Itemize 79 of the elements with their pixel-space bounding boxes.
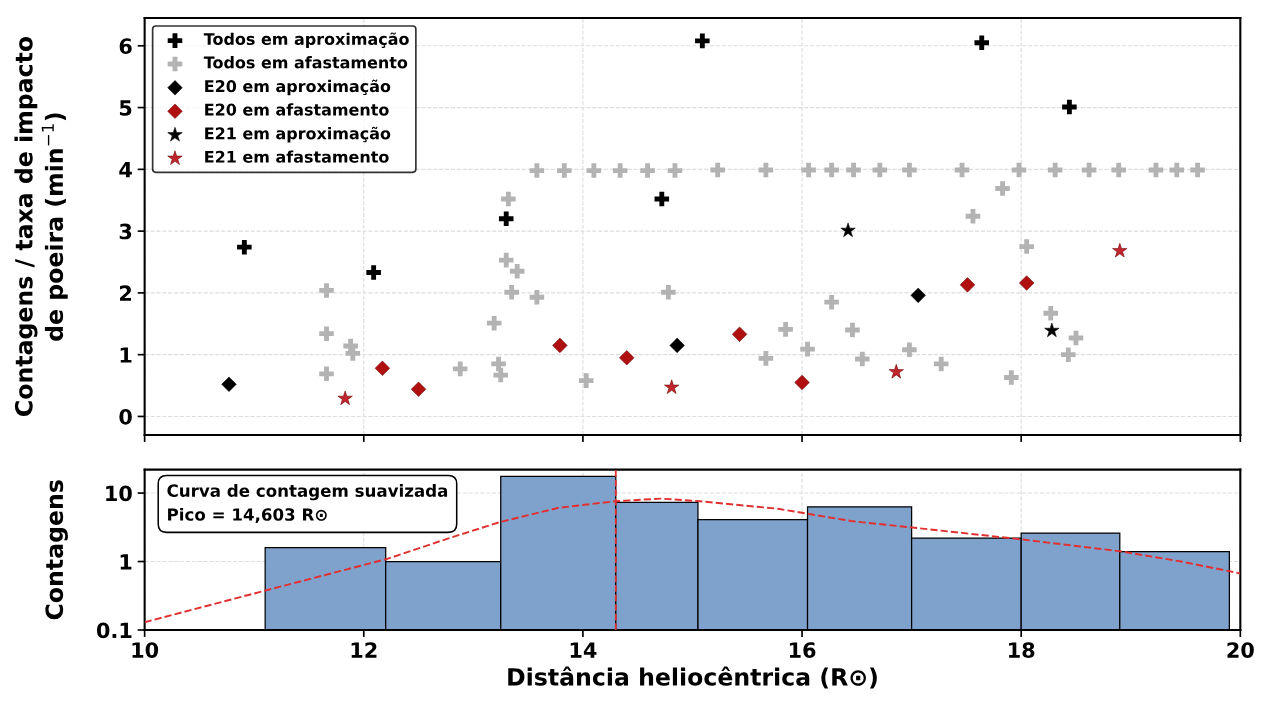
legend-label: E20 em aproximação	[205, 79, 391, 96]
x-tick-label: 18	[1009, 642, 1035, 658]
point	[855, 351, 870, 367]
x-tick-label: 20	[1227, 642, 1254, 658]
point	[529, 163, 545, 178]
point	[319, 283, 334, 298]
x-tick-label: 10	[132, 642, 159, 658]
point	[366, 265, 381, 280]
point	[654, 191, 670, 207]
point	[319, 366, 334, 382]
y-tick-label: 2	[119, 285, 132, 301]
point	[586, 163, 602, 178]
point	[1169, 162, 1185, 178]
point	[493, 367, 509, 383]
point	[498, 211, 514, 227]
point	[902, 162, 917, 178]
point	[758, 162, 774, 178]
point	[800, 341, 815, 357]
point	[995, 181, 1010, 196]
y-tick-label: 6	[119, 38, 132, 55]
legend-label: E21 em afastamento	[205, 150, 389, 163]
point	[902, 342, 917, 358]
point	[237, 239, 252, 255]
point	[529, 289, 545, 305]
point	[486, 315, 502, 331]
annotation: Curva de contagem suavizada Pico = 14,603 R⊙	[167, 484, 448, 523]
point	[933, 356, 949, 372]
point	[1062, 99, 1077, 115]
legend-label: Todos em aproximação	[203, 32, 409, 49]
y-axis-title: Contagens / taxa de impacto de poeira (min$^{−1}$)	[14, 36, 68, 416]
point	[557, 163, 572, 178]
y-tick-label: 10	[106, 485, 132, 502]
point	[1047, 162, 1063, 178]
point	[974, 35, 990, 50]
point	[1190, 162, 1205, 178]
legend-label: E20 em afastamento	[205, 103, 389, 116]
point	[1043, 306, 1059, 321]
point	[845, 322, 860, 338]
y-tick-label: 3	[119, 223, 132, 240]
point	[758, 351, 774, 366]
y-tick-label: 0	[119, 408, 132, 425]
legend-label: E21 em aproximação	[205, 126, 391, 143]
point	[345, 346, 361, 361]
point	[824, 294, 839, 310]
point	[661, 285, 676, 300]
point	[319, 326, 334, 341]
legend-label: Todos em afastamento	[203, 56, 408, 69]
point	[965, 209, 981, 224]
point	[710, 162, 725, 178]
x-tick-label: 12	[351, 642, 377, 658]
point	[1004, 370, 1019, 385]
point	[452, 361, 468, 377]
y-tick-label: 0.1	[96, 622, 132, 639]
point	[578, 373, 594, 388]
x-axis-title: Distância heliocêntrica (R⊙)	[508, 666, 877, 689]
y-axis-title: Contagens	[45, 480, 68, 620]
point	[498, 252, 514, 268]
point	[501, 191, 516, 207]
y-tick-label: 1	[120, 347, 132, 363]
point	[801, 162, 816, 178]
point	[1061, 347, 1076, 362]
point	[846, 162, 861, 178]
point	[1111, 162, 1126, 178]
point	[824, 162, 839, 178]
y-tick-label: 5	[119, 100, 132, 116]
y-tick-label: 4	[119, 162, 132, 178]
x-tick-label: 16	[789, 642, 816, 658]
point	[695, 33, 710, 49]
point	[504, 285, 519, 300]
point	[612, 163, 628, 178]
point	[872, 162, 888, 178]
y-tick-label: 1	[120, 554, 132, 570]
point	[1081, 162, 1097, 178]
point	[509, 263, 525, 279]
point	[1019, 239, 1034, 254]
point	[667, 163, 683, 178]
x-tick-label: 14	[570, 642, 597, 658]
point	[778, 322, 793, 337]
point	[640, 163, 655, 178]
